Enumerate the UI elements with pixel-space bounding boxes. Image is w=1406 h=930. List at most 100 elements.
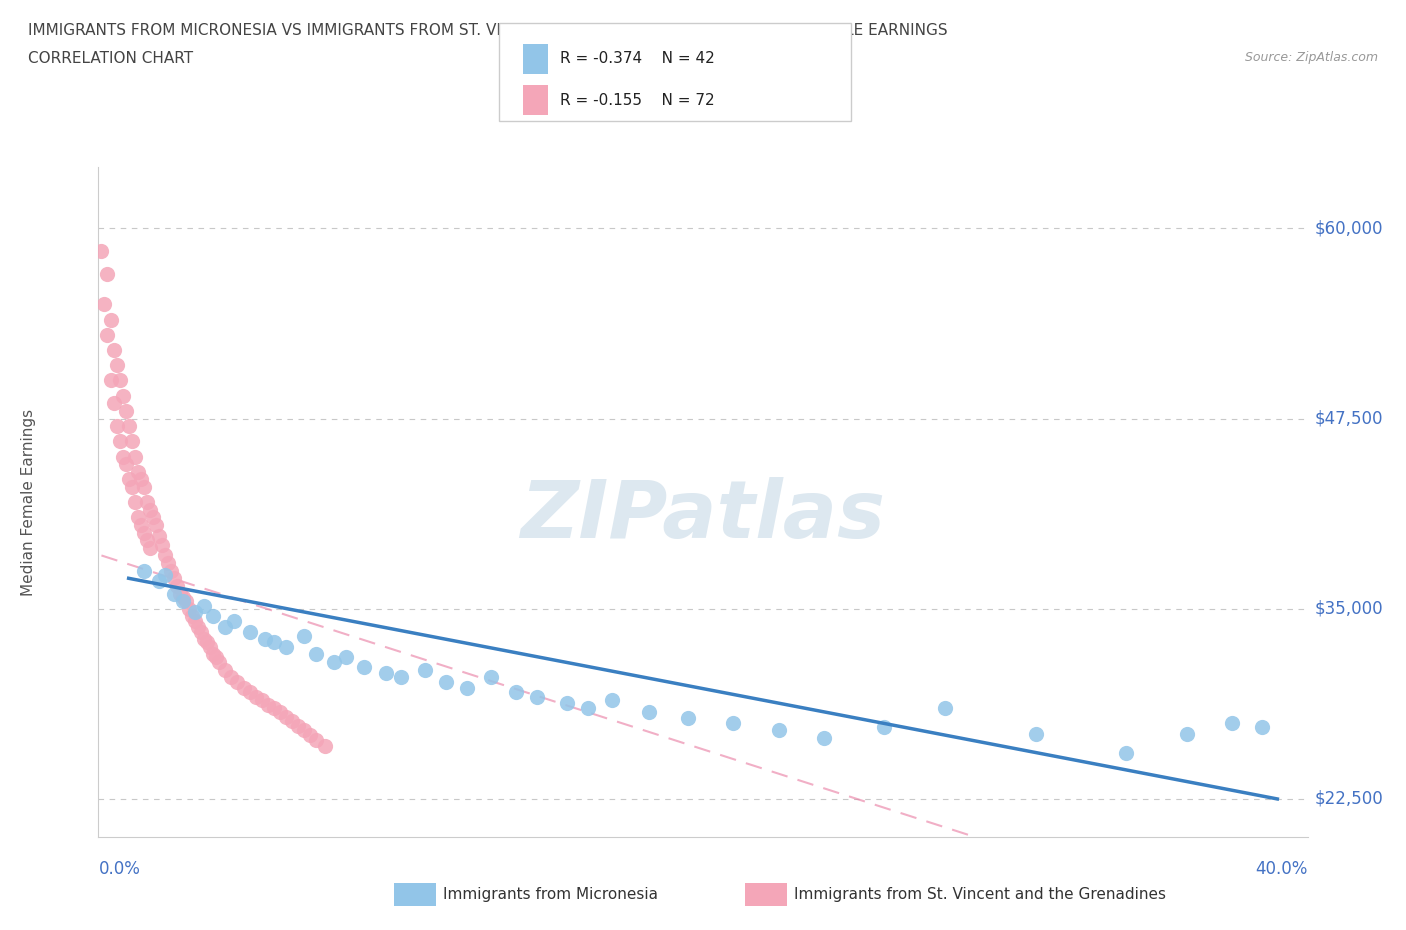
Point [105,418,128,433]
Point [456,681,478,696]
Text: Immigrants from St. Vincent and the Grenadines: Immigrants from St. Vincent and the Gren… [794,887,1167,902]
Point [166,578,188,593]
Text: $35,000: $35,000 [1315,600,1384,618]
Point [169,586,191,601]
Point [281,714,304,729]
Point [148,528,170,543]
Point [253,631,276,646]
Point [873,720,896,735]
Point [177,602,201,617]
Point [124,449,146,464]
Point [181,609,204,624]
Point [721,715,744,730]
Point [1220,715,1243,730]
Point [118,418,141,433]
Point [114,457,136,472]
Point [335,650,357,665]
Point [637,705,659,720]
Point [263,635,285,650]
Point [813,731,835,746]
Point [1175,726,1198,741]
Point [90,244,112,259]
Point [108,373,131,388]
Point [389,670,412,684]
Point [163,571,186,586]
Point [576,700,599,715]
Point [103,396,125,411]
Point [256,698,278,712]
Point [121,480,143,495]
Point [195,635,218,650]
Point [193,631,215,646]
Point [103,342,125,357]
Point [150,538,173,552]
Point [145,518,167,533]
Text: IMMIGRANTS FROM MICRONESIA VS IMMIGRANTS FROM ST. VINCENT AND THE GRENADINES MED: IMMIGRANTS FROM MICRONESIA VS IMMIGRANTS… [28,23,948,38]
Point [160,564,183,578]
Point [202,647,225,662]
Text: CORRELATION CHART: CORRELATION CHART [28,51,193,66]
Point [142,510,165,525]
Point [153,548,176,563]
Text: R = -0.155    N = 72: R = -0.155 N = 72 [560,93,714,108]
Point [96,327,118,342]
Point [163,586,186,601]
Point [208,655,231,670]
Point [299,727,322,742]
Point [93,297,115,312]
Point [111,449,134,464]
Point [1024,726,1046,741]
Point [184,614,207,629]
Text: Median Female Earnings: Median Female Earnings [21,408,35,596]
Text: Source: ZipAtlas.com: Source: ZipAtlas.com [1244,51,1378,64]
Text: 40.0%: 40.0% [1256,860,1308,878]
Point [353,659,375,674]
Point [305,732,328,747]
Point [434,674,457,689]
Point [768,723,790,737]
Point [245,689,267,704]
Point [292,629,315,644]
Point [184,604,207,619]
Point [200,639,222,654]
Point [214,662,236,677]
Point [100,373,122,388]
Point [314,738,336,753]
Point [153,568,176,583]
Point [263,700,285,715]
Point [202,609,225,624]
Point [676,711,699,725]
Point [224,614,246,629]
Point [526,689,548,704]
Point [148,574,170,589]
Point [127,464,149,479]
Point [132,525,155,540]
Point [121,434,143,449]
Point [226,674,249,689]
Point [174,593,197,608]
Point [187,619,209,634]
Point [481,670,503,684]
Point [124,495,146,510]
Point [132,480,155,495]
Point [193,598,215,613]
Point [135,533,157,548]
Point [555,696,578,711]
Text: 0.0%: 0.0% [98,860,141,878]
Point [274,710,297,724]
Point [108,434,131,449]
Text: $47,500: $47,500 [1315,409,1384,428]
Point [323,655,346,670]
Point [292,723,315,737]
Point [129,518,152,533]
Text: $60,000: $60,000 [1315,219,1384,237]
Text: ZIPatlas: ZIPatlas [520,476,886,554]
Point [172,589,194,604]
Text: Immigrants from Micronesia: Immigrants from Micronesia [443,887,658,902]
Point [239,685,262,700]
Text: R = -0.374    N = 42: R = -0.374 N = 42 [560,51,714,66]
Point [96,267,118,282]
Point [100,312,122,327]
Point [118,472,141,486]
Point [129,472,152,486]
